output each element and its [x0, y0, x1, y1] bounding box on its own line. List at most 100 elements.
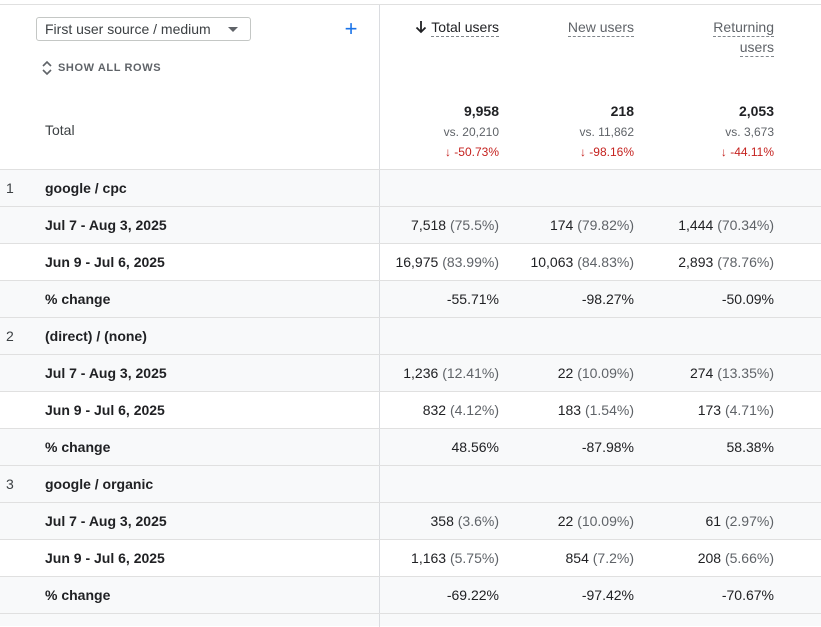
cell-percent: (12.41%) [442, 365, 499, 381]
row-label: % change [45, 291, 111, 307]
cell-percent: (4.12%) [449, 402, 499, 418]
cell-value: 174 [549, 217, 574, 233]
cell-value: 832 [422, 402, 447, 418]
cell-value: 16,975 [395, 254, 439, 270]
header-new-users[interactable]: New users [520, 17, 634, 37]
cell-value: 274 [689, 365, 714, 381]
cell-percent: (5.66%) [724, 550, 774, 566]
cell-value: -87.98% [581, 439, 634, 455]
row-divider [379, 355, 380, 392]
row-divider [379, 392, 380, 429]
table-cell: -55.71% [319, 291, 499, 307]
returning-users-vs: vs. 3,673 [725, 125, 774, 139]
table-cell: 22 (10.09%) [454, 365, 634, 381]
row-divider [379, 207, 380, 244]
new-users-value: 218 [610, 103, 634, 119]
cell-value: -97.42% [581, 587, 634, 603]
header-total-users-label: Total users [431, 19, 499, 37]
top-border [0, 4, 821, 5]
total-users-vs: vs. 20,210 [443, 125, 499, 139]
table-row: % change -69.22% -97.42% -70.67% [0, 576, 821, 614]
header-returning-users[interactable]: Returning users [654, 17, 774, 57]
total-users-value: 9,958 [463, 103, 499, 119]
group-name: google / cpc [45, 180, 127, 196]
show-all-rows-label: SHOW ALL ROWS [58, 62, 162, 74]
cell-value: 2,893 [678, 254, 714, 270]
cell-value: -55.71% [446, 291, 499, 307]
cell-value: 22 [557, 513, 574, 529]
table-cell: -97.42% [454, 587, 634, 603]
cell-value: 173 [697, 402, 722, 418]
cell-value: -70.67% [721, 587, 774, 603]
row-divider [379, 466, 380, 503]
group-name: (direct) / (none) [45, 328, 147, 344]
returning-users-value: 2,053 [738, 103, 774, 119]
table-group-row[interactable]: 1 google / cpc [0, 169, 821, 207]
cell-percent: (10.09%) [577, 513, 634, 529]
dimension-select[interactable]: First user source / medium [36, 17, 251, 41]
cell-percent: (84.83%) [577, 254, 634, 270]
table-group-row[interactable]: 3 google / organic [0, 465, 821, 503]
table-row: Jun 9 - Jul 6, 2025 832 (4.12%) 183 (1.54%… [0, 391, 821, 429]
cell-percent: (79.82%) [577, 217, 634, 233]
cell-percent: (75.5%) [449, 217, 499, 233]
row-index: 3 [6, 476, 14, 492]
cell-value: 1,444 [678, 217, 714, 233]
table-cell: -69.22% [319, 587, 499, 603]
cell-value: 58.38% [726, 439, 774, 455]
table-cell: 832 (4.12%) [319, 402, 499, 418]
returning-users-change: ↓ -44.11% [720, 145, 774, 159]
cell-value: 854 [565, 550, 589, 566]
totals-label: Total [45, 122, 75, 138]
row-label: % change [45, 587, 111, 603]
header-returning-users-line1: Returning [713, 19, 774, 37]
show-all-rows-button[interactable]: SHOW ALL ROWS [42, 58, 161, 78]
table-group-row[interactable]: 2 (direct) / (none) [0, 317, 821, 355]
table-cell: 58.38% [594, 439, 774, 455]
table-cell: -87.98% [454, 439, 634, 455]
row-divider [379, 170, 380, 207]
table-cell: 22 (10.09%) [454, 513, 634, 529]
header-new-users-label: New users [567, 19, 634, 37]
plus-icon[interactable]: + [344, 16, 358, 41]
cell-value: 208 [697, 550, 722, 566]
cell-percent: (2.97%) [724, 513, 774, 529]
row-label: Jul 7 - Aug 3, 2025 [45, 217, 167, 233]
cell-percent: (70.34%) [717, 217, 774, 233]
table-row: Jun 9 - Jul 6, 2025 1,163 (5.75%) 854 (7.2… [0, 539, 821, 577]
table-cell: 7,518 (75.5%) [319, 217, 499, 233]
table-cell: 2,893 (78.76%) [594, 254, 774, 270]
table-cell: 183 (1.54%) [454, 402, 634, 418]
sort-down-icon [416, 21, 427, 34]
row-divider [379, 244, 380, 281]
table-row-partial [0, 613, 821, 627]
row-label: Jun 9 - Jul 6, 2025 [45, 402, 165, 418]
row-label: % change [45, 439, 111, 455]
table-cell: 173 (4.71%) [594, 402, 774, 418]
row-index: 1 [6, 180, 14, 196]
row-divider [379, 503, 380, 540]
cell-percent: (83.99%) [442, 254, 499, 270]
cell-value: 358 [430, 513, 454, 529]
table-cell: 854 (7.2%) [454, 550, 634, 566]
new-users-vs: vs. 11,862 [579, 125, 634, 139]
table-cell: 48.56% [319, 439, 499, 455]
table-cell: 1,163 (5.75%) [319, 550, 499, 566]
row-divider [379, 540, 380, 577]
total-users-change: ↓ -50.73% [444, 145, 499, 159]
row-divider [379, 281, 380, 318]
row-divider [379, 577, 380, 614]
table-cell: 10,063 (84.83%) [454, 254, 634, 270]
caret-down-icon [228, 27, 238, 32]
cell-percent: (3.6%) [457, 513, 499, 529]
table-row: Jun 9 - Jul 6, 2025 16,975 (83.99%) 10,063… [0, 243, 821, 281]
header-total-users[interactable]: Total users [380, 17, 499, 37]
cell-value: -69.22% [446, 587, 499, 603]
table-cell: -98.27% [454, 291, 634, 307]
cell-percent: (4.71%) [724, 402, 774, 418]
row-label: Jul 7 - Aug 3, 2025 [45, 513, 167, 529]
cell-value: 1,163 [411, 550, 447, 566]
cell-value: -50.09% [721, 291, 774, 307]
table-row: Jul 7 - Aug 3, 2025 1,236 (12.41%) 22 (10.… [0, 354, 821, 392]
row-divider [379, 429, 380, 466]
